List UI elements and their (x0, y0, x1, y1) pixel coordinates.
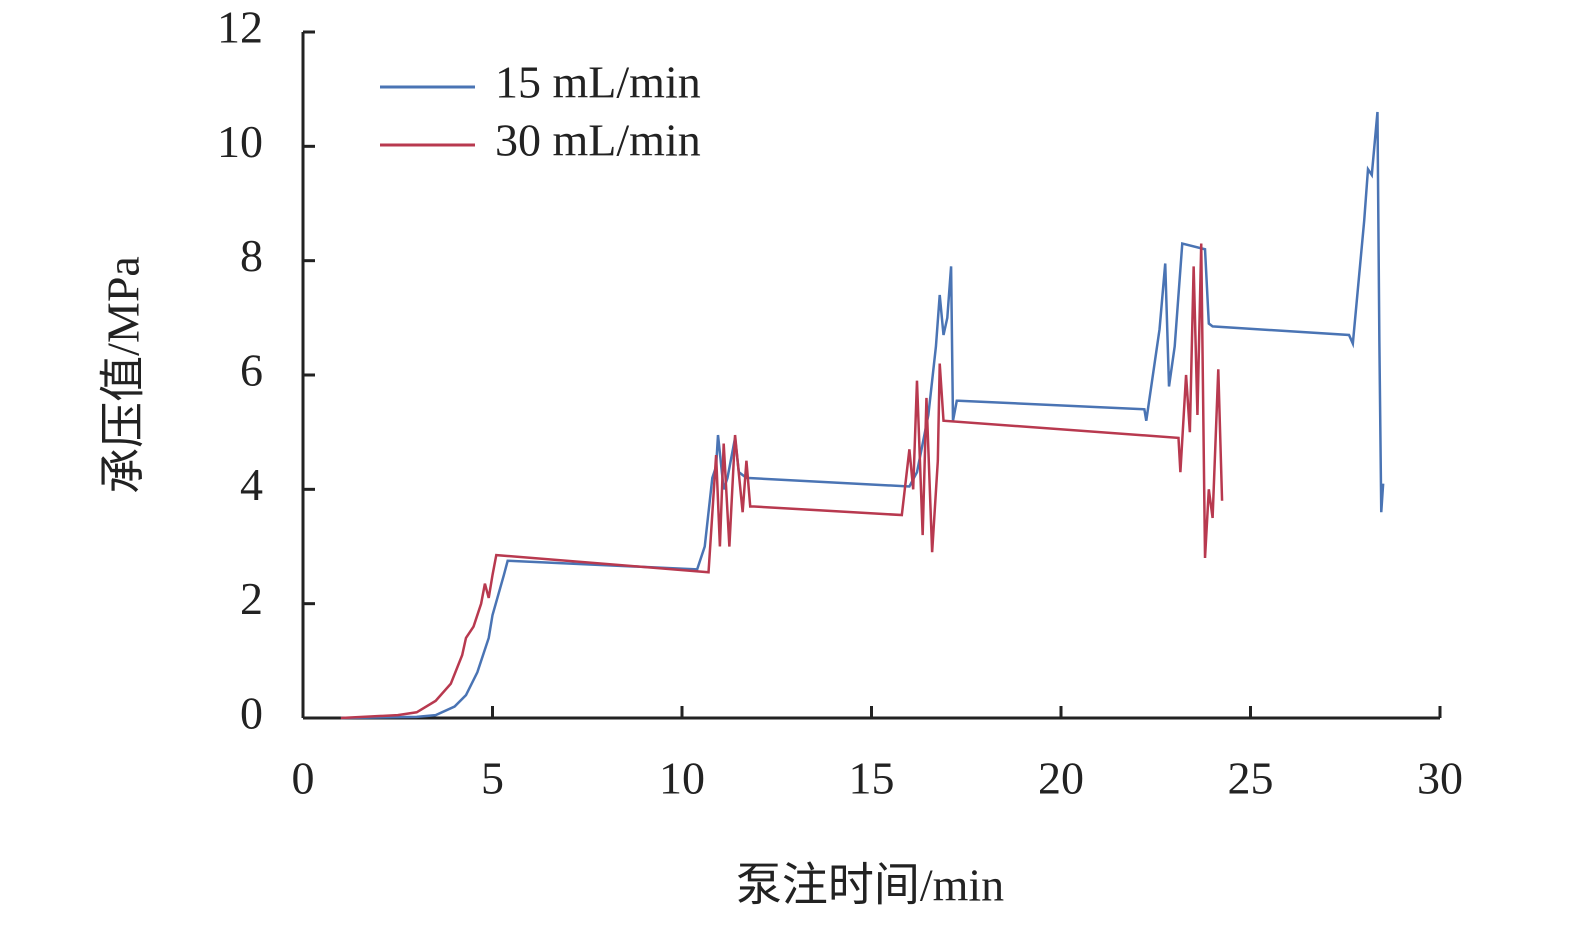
x-tick-label: 10 (659, 753, 705, 804)
series-line (340, 111, 1385, 720)
y-tick-label: 12 (217, 2, 263, 53)
x-tick-label: 30 (1417, 753, 1463, 804)
y-tick-label: 10 (217, 116, 263, 167)
y-tick-label: 4 (240, 459, 263, 510)
series-line (340, 243, 1224, 720)
x-axis-label: 泵注时间/min (736, 860, 1004, 911)
x-tick-label: 20 (1038, 753, 1084, 804)
y-tick-label: 2 (240, 573, 263, 624)
legend-label: 30 mL/min (495, 115, 701, 166)
x-tick-label: 0 (292, 753, 315, 804)
x-tick-label: 5 (481, 753, 504, 804)
y-tick-label: 0 (240, 688, 263, 739)
y-tick-label: 8 (240, 230, 263, 281)
x-tick-label: 15 (849, 753, 895, 804)
y-tick-label: 6 (240, 345, 263, 396)
y-axis-label: 承压值/MPa (98, 256, 149, 494)
x-tick-label: 25 (1228, 753, 1274, 804)
legend-label: 15 mL/min (495, 57, 701, 108)
